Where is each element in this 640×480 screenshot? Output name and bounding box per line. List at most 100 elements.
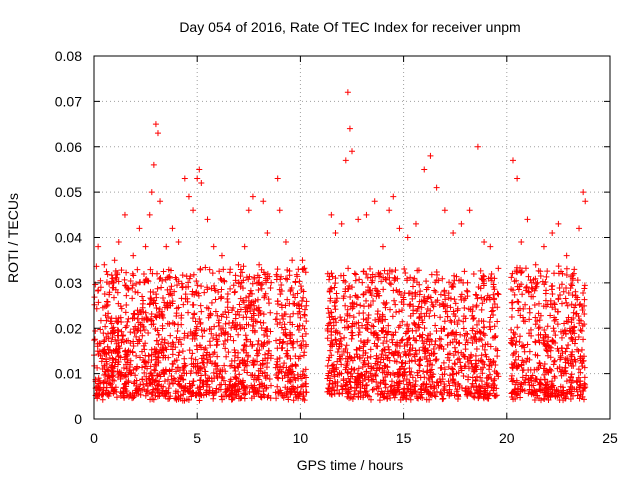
data-point bbox=[537, 312, 544, 319]
data-point bbox=[436, 344, 443, 351]
data-point bbox=[574, 296, 581, 303]
data-point bbox=[242, 362, 249, 369]
data-point bbox=[214, 353, 221, 360]
data-point bbox=[528, 326, 535, 333]
data-point bbox=[562, 348, 569, 355]
data-point bbox=[430, 345, 437, 352]
data-point bbox=[363, 368, 370, 375]
data-point bbox=[442, 296, 449, 303]
data-point bbox=[191, 310, 198, 317]
data-point bbox=[263, 328, 270, 335]
data-point bbox=[374, 310, 381, 317]
data-point bbox=[202, 372, 209, 379]
data-point bbox=[372, 316, 379, 323]
data-point bbox=[201, 355, 208, 362]
data-point bbox=[267, 309, 274, 316]
data-point bbox=[139, 348, 146, 355]
data-point bbox=[264, 354, 271, 361]
data-point bbox=[292, 294, 299, 301]
data-point bbox=[333, 290, 340, 297]
data-point bbox=[451, 331, 458, 338]
data-point bbox=[148, 321, 155, 328]
data-point bbox=[105, 379, 112, 386]
data-point bbox=[290, 397, 297, 404]
data-point bbox=[451, 296, 458, 303]
data-point bbox=[275, 390, 282, 397]
data-point bbox=[407, 341, 414, 348]
y-tick-label: 0.03 bbox=[55, 275, 82, 291]
data-point bbox=[215, 317, 222, 324]
data-point bbox=[273, 361, 280, 368]
data-point bbox=[474, 373, 481, 380]
data-point bbox=[524, 341, 531, 348]
data-point bbox=[380, 286, 387, 293]
data-point bbox=[100, 338, 107, 345]
data-point bbox=[509, 305, 516, 312]
data-point bbox=[386, 274, 393, 281]
data-point bbox=[488, 376, 495, 383]
data-point bbox=[568, 351, 575, 358]
data-point bbox=[367, 265, 374, 272]
data-point bbox=[134, 266, 141, 273]
data-point bbox=[447, 304, 454, 311]
data-point bbox=[445, 378, 452, 385]
data-point bbox=[114, 326, 121, 333]
data-point bbox=[352, 379, 359, 386]
data-point bbox=[519, 357, 526, 364]
data-point bbox=[114, 368, 121, 375]
data-point bbox=[377, 270, 384, 277]
data-point bbox=[110, 387, 117, 394]
data-point bbox=[541, 341, 548, 348]
data-point bbox=[274, 383, 281, 390]
data-point bbox=[259, 383, 266, 390]
data-point bbox=[139, 300, 146, 307]
data-point bbox=[281, 321, 288, 328]
data-point bbox=[402, 360, 409, 367]
data-point bbox=[393, 379, 400, 386]
data-point bbox=[508, 286, 515, 293]
data-point bbox=[123, 353, 130, 360]
data-point bbox=[367, 288, 374, 295]
data-point bbox=[477, 267, 484, 274]
data-point bbox=[334, 387, 341, 394]
data-point bbox=[360, 347, 367, 354]
data-point bbox=[145, 375, 152, 382]
data-point bbox=[567, 325, 574, 332]
data-point bbox=[359, 279, 366, 286]
data-point bbox=[207, 342, 214, 349]
data-point bbox=[547, 394, 554, 401]
data-point bbox=[249, 322, 256, 329]
data-point bbox=[530, 293, 537, 300]
data-point bbox=[131, 393, 138, 400]
data-point bbox=[254, 341, 261, 348]
data-point bbox=[223, 314, 230, 321]
y-tick-label: 0.01 bbox=[55, 366, 82, 382]
data-point bbox=[556, 284, 563, 291]
data-point bbox=[376, 314, 383, 321]
data-point bbox=[295, 326, 302, 333]
data-point bbox=[508, 313, 515, 320]
data-point bbox=[409, 327, 416, 334]
data-point bbox=[280, 338, 287, 345]
data-point bbox=[494, 353, 501, 360]
data-point bbox=[203, 387, 210, 394]
data-point bbox=[560, 288, 567, 295]
data-point bbox=[142, 340, 149, 347]
data-point bbox=[91, 336, 98, 343]
data-point bbox=[146, 211, 153, 218]
data-point bbox=[519, 268, 526, 275]
data-point bbox=[566, 388, 573, 395]
data-point bbox=[104, 376, 111, 383]
data-point bbox=[406, 365, 413, 372]
data-point bbox=[444, 332, 451, 339]
data-point bbox=[293, 271, 300, 278]
data-point bbox=[267, 284, 274, 291]
data-point bbox=[472, 336, 479, 343]
data-point bbox=[325, 370, 332, 377]
data-point bbox=[580, 384, 587, 391]
data-point bbox=[219, 325, 226, 332]
data-point bbox=[302, 330, 309, 337]
data-point bbox=[250, 318, 257, 325]
data-point bbox=[386, 390, 392, 397]
data-point bbox=[279, 344, 286, 351]
